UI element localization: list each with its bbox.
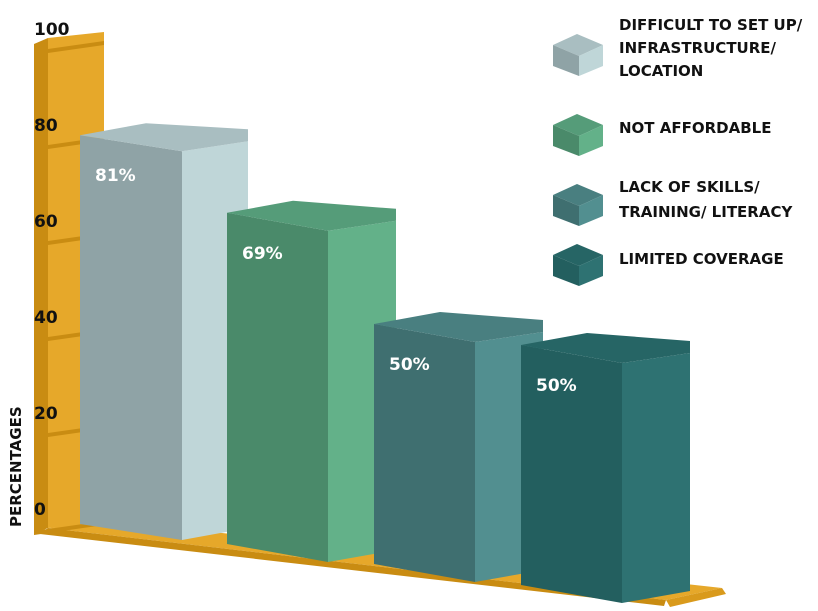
- data-label: 81%: [95, 166, 136, 186]
- y-tick-label: 40: [34, 308, 58, 328]
- legend-label: TRAINING/ LITERACY: [619, 203, 793, 221]
- bar-top-face: [374, 312, 543, 342]
- y-axis-title: PERCENTAGES: [7, 406, 25, 527]
- legend-swatch: [553, 195, 579, 226]
- legend-label: LOCATION: [619, 62, 703, 80]
- legend-swatch: [553, 255, 579, 286]
- bar: [227, 212, 328, 563]
- y-tick-label: 60: [34, 212, 58, 232]
- legend-swatch-top: [553, 184, 603, 206]
- y-axis-side: [34, 38, 48, 534]
- data-label: 50%: [389, 355, 430, 375]
- y-tick-label: 80: [34, 116, 58, 136]
- floor-right-edge: [666, 588, 726, 607]
- legend-label: LACK OF SKILLS/: [619, 178, 760, 196]
- legend-swatch: [553, 45, 579, 76]
- y-tick-label: 0: [34, 500, 46, 520]
- legend-swatch-top: [553, 34, 603, 56]
- legend-label: LIMITED COVERAGE: [619, 250, 784, 268]
- legend-swatch-side: [579, 255, 603, 286]
- legend-swatch-top: [553, 244, 603, 266]
- bar-top-face: [227, 200, 396, 231]
- legend-swatch-side: [579, 45, 603, 76]
- legend-swatch-top: [553, 114, 603, 136]
- y-tick-label: 20: [34, 404, 58, 424]
- bar: [374, 324, 475, 582]
- legend-swatch-side: [579, 195, 603, 226]
- bar: [521, 345, 622, 603]
- legend-label: NOT AFFORDABLE: [619, 119, 771, 137]
- legend-swatch: [553, 125, 579, 156]
- y-tick-label: 100: [34, 20, 70, 40]
- legend-label: INFRASTRUCTURE/: [619, 39, 777, 57]
- bar-top-face: [80, 123, 248, 152]
- floor-front-edge: [40, 528, 666, 606]
- data-label: 69%: [242, 244, 283, 264]
- legend-swatch-side: [579, 125, 603, 156]
- bar: [80, 135, 182, 540]
- data-label: 50%: [536, 376, 577, 396]
- bar-top-face: [521, 333, 690, 363]
- legend-label: DIFFICULT TO SET UP/: [619, 16, 803, 34]
- y-tick-mark: [34, 41, 104, 55]
- bar-side-face: [622, 353, 690, 603]
